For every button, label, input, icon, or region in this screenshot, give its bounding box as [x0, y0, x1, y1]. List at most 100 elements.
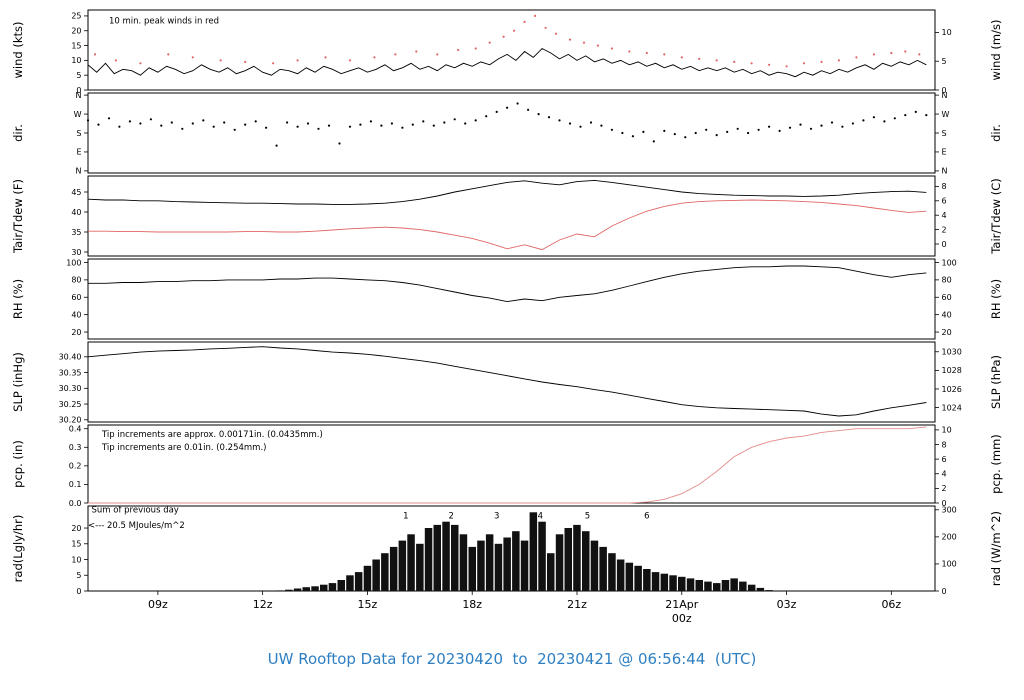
- rad-annotation-4: 3: [494, 512, 499, 522]
- svg-text:20: 20: [71, 328, 81, 337]
- svg-text:1024: 1024: [942, 403, 962, 412]
- rad-annotation-2: 1: [403, 512, 408, 522]
- svg-text:60: 60: [71, 293, 81, 302]
- dir-frame: [87, 92, 936, 174]
- svg-text:15: 15: [71, 540, 81, 549]
- tair-tdew-right-ticks: 0 2 4 6 8: [935, 182, 947, 249]
- svg-text:30.30: 30.30: [59, 384, 82, 393]
- wind-frame: [87, 9, 936, 91]
- svg-text:10: 10: [942, 28, 952, 37]
- svg-text:30.25: 30.25: [59, 400, 82, 409]
- svg-text:6: 6: [942, 197, 947, 206]
- pcp-annotation-1: Tip increments are 0.01in. (0.254mm.): [101, 443, 266, 453]
- svg-text:80: 80: [71, 276, 81, 285]
- dir-left-ticks: N E S W N: [74, 91, 88, 176]
- svg-text:0.4: 0.4: [69, 425, 82, 434]
- x-tick-label: 06z: [881, 598, 901, 611]
- tair-tdew-frame: [87, 175, 936, 257]
- svg-text:15: 15: [71, 41, 81, 50]
- svg-text:N: N: [76, 167, 82, 176]
- svg-text:20: 20: [71, 524, 81, 533]
- svg-text:1026: 1026: [942, 385, 962, 394]
- svg-text:0: 0: [76, 86, 81, 95]
- slp-left-ticks: 30.20 30.25 30.30 30.35 30.40: [59, 353, 88, 425]
- rh-frame: [87, 258, 936, 340]
- svg-text:0: 0: [76, 587, 81, 596]
- rad-annotation-5: 4: [538, 512, 543, 522]
- svg-text:1030: 1030: [942, 348, 962, 357]
- series-wind-direction: [86, 102, 928, 147]
- slp-left-axis-label: SLP (inHg): [11, 352, 25, 412]
- rad-right-axis-label: rad (W/m^2): [989, 511, 1003, 586]
- rad-annotation-0: Sum of previous day: [92, 506, 179, 516]
- panel-tair-tdew: 30 35 40 45 0 2 4 6 8 Tair/Tdew (F) Tair/Tdew (C): [11, 175, 1003, 257]
- svg-text:40: 40: [71, 310, 81, 319]
- svg-text:40: 40: [942, 310, 952, 319]
- tair-tdew-right-axis-label: Tair/Tdew (C): [989, 178, 1003, 254]
- svg-text:0.3: 0.3: [69, 443, 82, 452]
- pcp-annotation-0: Tip increments are approx. 0.00171in. (0…: [101, 430, 323, 440]
- svg-text:300: 300: [942, 506, 957, 515]
- svg-text:100: 100: [942, 258, 957, 267]
- rad-annotation-7: 6: [644, 512, 649, 522]
- wind-left-ticks: 0 5 10 15 20 25: [71, 12, 88, 95]
- figure-title: UW Rooftop Data for 20230420 to 20230421…: [267, 650, 757, 668]
- svg-text:10: 10: [942, 426, 952, 435]
- pcp-left-ticks: 0.0 0.1 0.2 0.3 0.4: [69, 425, 88, 508]
- x-tick-label: 15z: [358, 598, 378, 611]
- svg-text:6: 6: [942, 455, 947, 464]
- dir-right-axis-label: dir.: [989, 124, 1003, 142]
- slp-frame: [87, 341, 936, 423]
- svg-text:5: 5: [942, 57, 947, 66]
- svg-text:100: 100: [942, 560, 957, 569]
- rh-left-axis-label: RH (%): [11, 279, 25, 319]
- x-tick-label: 03z: [777, 598, 797, 611]
- series-slp: [87, 346, 927, 417]
- svg-text:0: 0: [942, 587, 947, 596]
- rad-right-ticks: 0 100 200 300: [935, 506, 957, 596]
- svg-text:S: S: [76, 129, 81, 138]
- panel-rh: 20 40 60 80 100 20 40 60 80 100 RH (%) RH (%): [11, 258, 1003, 340]
- svg-text:0.1: 0.1: [69, 480, 82, 489]
- x-tick-date: 21Apr: [665, 598, 699, 611]
- slp-right-ticks: 1024 1026 1028 1030: [935, 348, 962, 412]
- svg-text:N: N: [76, 91, 82, 100]
- dir-right-ticks: N E S W N: [935, 91, 950, 176]
- wind-left-axis-label: wind (kts): [11, 22, 25, 79]
- series-tair: [87, 179, 927, 205]
- svg-text:E: E: [76, 148, 81, 157]
- svg-text:30: 30: [71, 248, 81, 257]
- svg-text:E: E: [942, 148, 947, 157]
- wind-annotation-0: 10 min. peak winds in red: [109, 17, 219, 27]
- x-tick-label: 18z: [462, 598, 482, 611]
- rad-annotation-6: 5: [585, 512, 590, 522]
- svg-text:2: 2: [942, 484, 947, 493]
- tair-tdew-left-axis-label: Tair/Tdew (F): [11, 179, 25, 254]
- series-solar-radiation: [276, 512, 773, 591]
- svg-text:5: 5: [76, 71, 81, 80]
- pcp-right-axis-label: pcp. (mm): [989, 434, 1003, 494]
- svg-text:20: 20: [942, 328, 952, 337]
- svg-text:45: 45: [71, 188, 81, 197]
- svg-text:10: 10: [71, 555, 81, 564]
- x-tick-label: 12z: [253, 598, 273, 611]
- rad-left-ticks: 0 5 10 15 20: [71, 524, 88, 596]
- series-tdew: [88, 199, 927, 251]
- x-tick-label: 21z: [567, 598, 587, 611]
- svg-text:N: N: [942, 91, 948, 100]
- svg-text:100: 100: [66, 258, 81, 267]
- svg-text:1028: 1028: [942, 366, 962, 375]
- svg-text:8: 8: [942, 182, 947, 191]
- svg-text:0: 0: [942, 240, 947, 249]
- svg-text:0.0: 0.0: [69, 499, 82, 508]
- svg-text:0: 0: [942, 499, 947, 508]
- svg-text:40: 40: [71, 208, 81, 217]
- svg-text:2: 2: [942, 225, 947, 234]
- wind-right-ticks: 0 5 10: [935, 28, 952, 95]
- pcp-right-ticks: 0 2 4 6 8 10: [935, 426, 952, 508]
- panel-pcp: 0.0 0.1 0.2 0.3 0.4 0 2 4 6 8 10 pcp. (in) pcp. (mm)…: [11, 424, 1003, 508]
